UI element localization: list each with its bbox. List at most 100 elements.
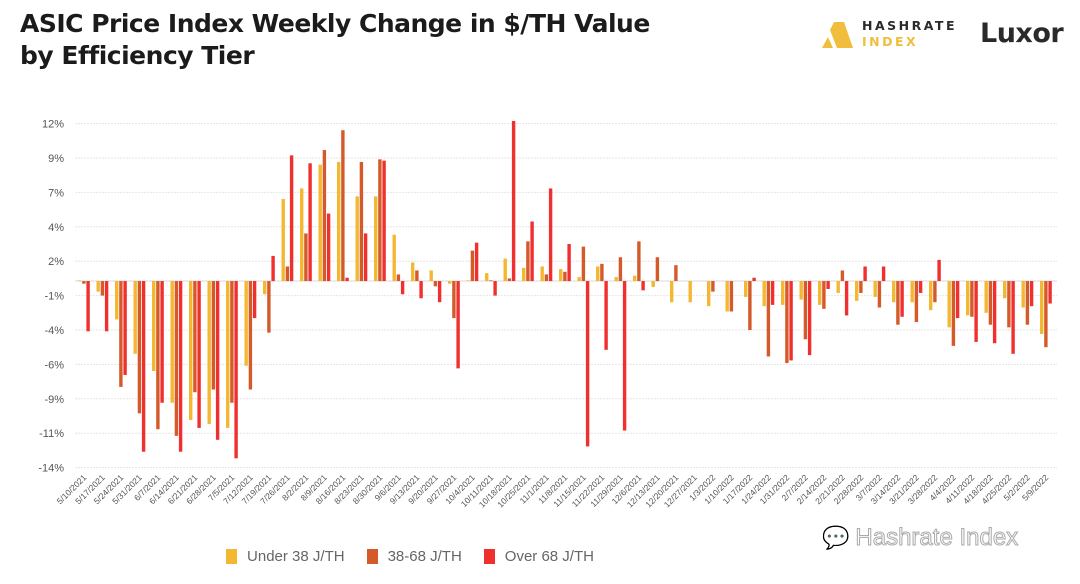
bar-over-68 <box>437 281 442 303</box>
chart-title: ASIC Price Index Weekly Change in $/TH V… <box>20 8 650 72</box>
bar-under-38 <box>781 281 785 305</box>
bar-under-38 <box>577 277 581 282</box>
bar-under-38 <box>818 281 822 305</box>
y-tick-label: 4% <box>48 222 64 234</box>
bar-38-68 <box>526 241 530 282</box>
bar-under-38 <box>892 281 896 303</box>
bar-under-38 <box>984 281 988 313</box>
bar-under-38 <box>670 281 674 303</box>
bar-38-68 <box>896 281 900 325</box>
bar-under-38 <box>707 281 711 307</box>
bar-under-38 <box>799 281 803 300</box>
bar-over-68 <box>604 281 608 350</box>
bar-38-68 <box>711 281 715 292</box>
bar-over-68 <box>881 266 886 282</box>
bar-under-38 <box>522 267 526 282</box>
bar-under-38 <box>263 281 267 295</box>
bar-38-68 <box>230 281 234 403</box>
bar-over-68 <box>289 155 294 282</box>
bar-over-68 <box>1029 281 1034 307</box>
hashrate-triangle-icon <box>822 22 853 48</box>
bar-under-38 <box>910 281 914 303</box>
bar-38-68 <box>581 246 586 282</box>
bar-over-68 <box>419 281 423 299</box>
bar-38-68 <box>193 281 197 393</box>
bar-under-38 <box>318 164 322 282</box>
bar-over-68 <box>1011 281 1015 354</box>
bar-over-68 <box>937 259 941 282</box>
bar-over-68 <box>215 281 220 440</box>
bar-over-68 <box>900 281 904 317</box>
bar-under-38 <box>392 234 396 282</box>
bar-38-68 <box>840 270 845 282</box>
bar-38-68 <box>174 281 179 436</box>
bar-over-68 <box>160 281 164 403</box>
legend-swatch-38-68 <box>366 549 378 564</box>
bar-over-68 <box>789 281 793 361</box>
bar-over-68 <box>123 281 127 375</box>
bar-under-38 <box>133 281 137 354</box>
bar-38-68 <box>470 250 475 282</box>
bar-over-68 <box>326 213 331 282</box>
bar-under-38 <box>281 199 285 282</box>
bar-over-68 <box>585 281 590 447</box>
bar-under-38 <box>1021 281 1025 308</box>
bar-38-68 <box>507 278 512 282</box>
bar-over-68 <box>197 281 201 428</box>
bar-38-68 <box>248 281 253 390</box>
bar-over-68 <box>345 277 349 282</box>
bar-under-38 <box>244 281 248 366</box>
watermark: 💬 Hashrate Index <box>821 524 1019 552</box>
bar-over-68 <box>641 281 645 291</box>
wechat-icon: 💬 <box>821 525 850 551</box>
bar-over-68 <box>622 281 627 431</box>
bar-38-68 <box>600 263 604 282</box>
bar-over-68 <box>456 281 460 369</box>
bar-over-68 <box>974 281 978 342</box>
y-tick-label: -11% <box>39 428 64 440</box>
bar-under-38 <box>78 280 82 282</box>
logo-text-hashrate: HASHRATE <box>862 18 957 33</box>
bar-38-68 <box>859 281 863 293</box>
bar-38-68 <box>433 281 438 287</box>
bar-38-68 <box>396 274 401 282</box>
y-tick-label: -6% <box>44 359 64 371</box>
bar-under-38 <box>688 281 692 303</box>
bar-over-68 <box>400 281 405 295</box>
bar-38-68 <box>378 159 382 282</box>
bar-under-38 <box>855 281 859 301</box>
bar-under-38 <box>115 281 119 320</box>
bar-over-68 <box>493 281 497 296</box>
bar-under-38 <box>966 281 970 316</box>
bar-over-68 <box>234 281 238 459</box>
bar-38-68 <box>729 281 734 312</box>
bar-38-68 <box>674 265 678 282</box>
bar-38-68 <box>452 281 456 319</box>
luxor-logo: Luxor <box>980 18 1064 49</box>
y-tick-label: 12% <box>42 119 64 131</box>
bar-38-68 <box>1044 281 1048 348</box>
bar-38-68 <box>637 241 641 282</box>
bar-38-68 <box>618 257 623 282</box>
bar-38-68 <box>285 266 290 282</box>
bar-under-38 <box>448 281 452 284</box>
bar-under-38 <box>189 281 193 420</box>
bar-over-68 <box>863 266 867 282</box>
watermark-text: Hashrate Index <box>855 524 1019 552</box>
bar-over-68 <box>548 188 553 282</box>
y-tick-label: -4% <box>44 325 64 337</box>
bar-over-68 <box>178 281 183 452</box>
title-line-2: by Efficiency Tier <box>20 41 255 70</box>
legend-swatch-under-38 <box>226 549 238 564</box>
bar-under-38 <box>614 277 618 282</box>
bar-over-68 <box>807 281 812 356</box>
bar-under-38 <box>762 281 766 307</box>
bar-under-38 <box>429 270 433 282</box>
bar-38-68 <box>988 281 993 325</box>
bar-under-38 <box>374 196 378 282</box>
bar-under-38 <box>96 281 100 292</box>
bar-over-68 <box>382 160 386 282</box>
bar-under-38 <box>559 269 563 282</box>
y-tick-label: -14% <box>38 463 64 475</box>
